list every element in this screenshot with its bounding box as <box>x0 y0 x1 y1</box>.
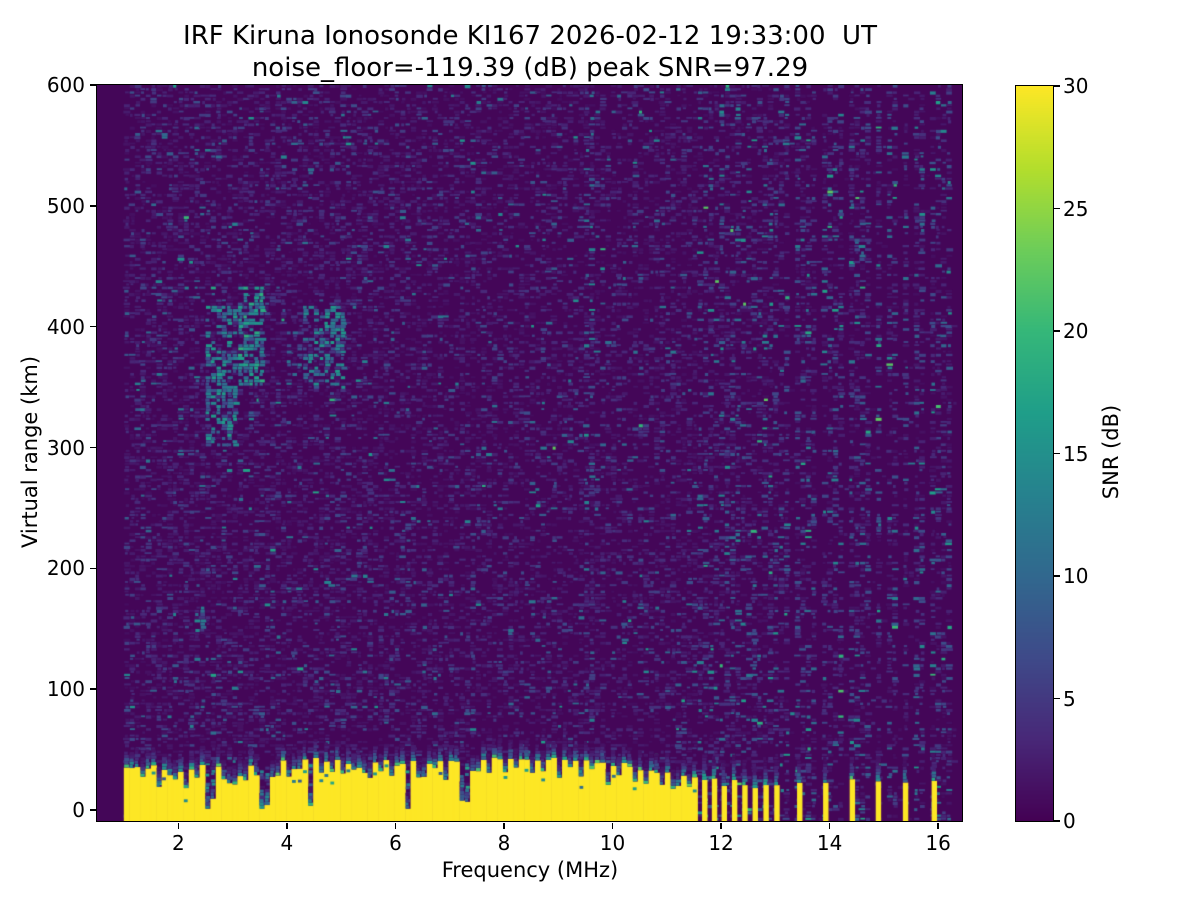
y-tick-mark <box>89 809 96 811</box>
x-tick-label: 8 <box>497 831 511 855</box>
x-tick-mark <box>177 822 180 829</box>
colorbar-tick-label: 20 <box>1063 319 1089 343</box>
x-tick-mark <box>937 822 939 829</box>
y-tick-mark <box>89 688 96 690</box>
colorbar-label: SNR (dB) <box>1099 404 1123 500</box>
x-tick-label: 14 <box>816 831 843 855</box>
x-tick-mark <box>720 822 722 829</box>
colorbar-canvas <box>1015 85 1053 821</box>
colorbar-tick-label: 5 <box>1063 686 1076 711</box>
colorbar-tick-mark <box>1054 697 1060 700</box>
y-tick-label: 300 <box>46 435 85 460</box>
x-tick-mark <box>286 822 288 829</box>
colorbar-tick-label: 15 <box>1063 441 1089 466</box>
colorbar-tick-label: 0 <box>1063 809 1076 833</box>
heatmap-plot-area <box>95 83 963 822</box>
y-tick-mark <box>89 84 96 86</box>
y-tick-mark <box>89 567 96 570</box>
colorbar-tick-mark <box>1054 575 1060 577</box>
y-tick-label: 200 <box>46 556 85 581</box>
y-tick-mark <box>89 205 96 207</box>
x-tick-label: 6 <box>389 831 402 855</box>
x-axis-label: Frequency (MHz) <box>441 858 619 882</box>
y-tick-label: 100 <box>46 677 85 702</box>
colorbar-tick-mark <box>1054 330 1060 332</box>
colorbar-tick-label: 30 <box>1063 74 1089 98</box>
y-tick-label: 0 <box>72 798 85 822</box>
colorbar <box>1014 84 1054 822</box>
y-tick-label: 500 <box>46 193 85 218</box>
x-tick-mark <box>828 822 831 829</box>
x-tick-label: 4 <box>280 831 294 855</box>
x-tick-mark <box>394 822 397 829</box>
colorbar-tick-mark <box>1054 207 1060 210</box>
x-tick-label: 2 <box>172 831 185 855</box>
x-tick-label: 10 <box>599 831 626 855</box>
colorbar-tick-mark <box>1054 820 1060 822</box>
x-tick-label: 12 <box>708 831 734 855</box>
colorbar-tick-label: 25 <box>1063 196 1089 221</box>
chart-title: IRF Kiruna Ionosonde KI167 2026-02-12 19… <box>183 21 877 51</box>
chart-subtitle: noise_floor=-119.39 (dB) peak SNR=97.29 <box>251 53 809 83</box>
colorbar-tick-label: 10 <box>1063 564 1089 588</box>
y-tick-mark <box>89 325 96 328</box>
y-tick-mark <box>89 446 96 449</box>
y-tick-label: 600 <box>46 73 85 97</box>
y-axis-label: Virtual range (km) <box>18 355 42 549</box>
colorbar-tick-mark <box>1054 452 1060 455</box>
colorbar-tick-mark <box>1054 85 1060 87</box>
x-tick-label: 16 <box>925 831 951 855</box>
x-tick-mark <box>503 822 505 829</box>
x-tick-mark <box>611 822 614 829</box>
heatmap-canvas <box>96 84 962 821</box>
y-tick-label: 400 <box>46 314 85 339</box>
